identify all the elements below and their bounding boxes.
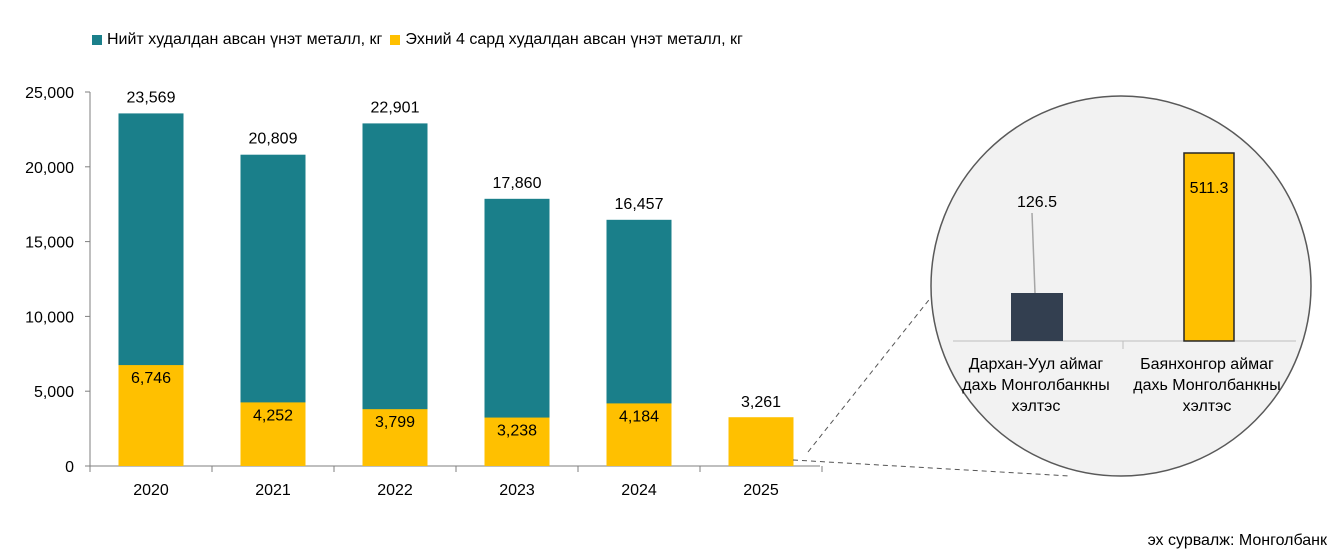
label-first4-2022: 3,799 — [375, 414, 415, 431]
x-tick-label-2020: 2020 — [133, 482, 169, 499]
y-tick-label: 5,000 — [34, 384, 74, 401]
bar-first4-2024 — [606, 403, 672, 466]
label-total-2021: 20,809 — [249, 131, 298, 148]
inset-label-darkhan-line2: дахь Монголбанкны — [962, 377, 1110, 394]
inset-label-bayankhongor: Баянхонгор аймаг дахь Монголбанкны хэлтэ… — [1122, 354, 1292, 417]
source-note: эх сурвалж: Монголбанк — [1147, 532, 1327, 549]
label-first4-2020: 6,746 — [131, 370, 171, 387]
inset-value-bayankhongor: 511.3 — [1190, 180, 1229, 197]
bar-first4-2022 — [362, 409, 428, 466]
x-tick-label-2025: 2025 — [743, 482, 779, 499]
legend-swatch-total — [92, 35, 102, 45]
zoom-line-upper — [807, 295, 933, 453]
legend-swatch-first4 — [390, 35, 401, 45]
inset-label-darkhan-line1: Дархан-Уул аймаг — [968, 356, 1104, 373]
label-first4-2021: 4,252 — [253, 407, 293, 424]
zoom-line-lower — [792, 459, 1071, 477]
inset-label-darkhan-line3: хэлтэс — [1011, 398, 1061, 415]
x-tick-label-2023: 2023 — [499, 482, 535, 499]
label-total-2023: 17,860 — [493, 175, 542, 192]
legend-item-first4: Эхний 4 сард худалдан авсан үнэт металл,… — [390, 31, 743, 49]
x-tick-label-2024: 2024 — [621, 482, 657, 499]
y-tick-label: 10,000 — [25, 309, 74, 326]
bar-first4-2021 — [240, 402, 306, 466]
inset-label-bayankhongor-line2: дахь Монголбанкны — [1133, 377, 1281, 394]
y-tick-label: 15,000 — [25, 235, 74, 252]
y-tick-label: 20,000 — [25, 160, 74, 177]
y-tick-label: 0 — [65, 459, 74, 476]
label-total-2024: 16,457 — [615, 196, 664, 213]
x-tick-label-2022: 2022 — [377, 482, 413, 499]
bar-first4-2025 — [728, 417, 794, 466]
bar-first4-2023 — [484, 417, 550, 466]
inset-bar-darkhan — [1011, 293, 1063, 341]
inset-label-bayankhongor-line1: Баянхонгор аймаг — [1140, 356, 1274, 373]
label-first4-2023: 3,238 — [497, 423, 537, 440]
x-tick-label-2021: 2021 — [255, 482, 291, 499]
label-first4-2025: 3,261 — [741, 394, 781, 411]
legend-item-total: Нийт худалдан авсан үнэт металл, кг — [92, 31, 382, 49]
label-first4-2024: 4,184 — [619, 408, 659, 425]
inset-circle — [930, 95, 1312, 477]
bar-first4-2020 — [118, 365, 184, 466]
legend: Нийт худалдан авсан үнэт металл, кг Эхни… — [92, 31, 751, 49]
inset-label-darkhan: Дархан-Уул аймаг дахь Монголбанкны хэлтэ… — [951, 354, 1121, 417]
inset-bar-bayankhongor — [1183, 152, 1235, 342]
bar-total-2022 — [362, 123, 428, 467]
inset-label-bayankhongor-line3: хэлтэс — [1182, 398, 1232, 415]
legend-label-total: Нийт худалдан авсан үнэт металл, кг — [107, 31, 383, 48]
label-total-2022: 22,901 — [371, 99, 420, 116]
y-tick-label: 25,000 — [25, 85, 74, 102]
legend-label-first4: Эхний 4 сард худалдан авсан үнэт металл,… — [405, 31, 743, 48]
inset-leader-darkhan — [1031, 212, 1036, 294]
inset-value-darkhan: 126.5 — [1017, 194, 1057, 211]
label-total-2020: 23,569 — [127, 89, 176, 106]
